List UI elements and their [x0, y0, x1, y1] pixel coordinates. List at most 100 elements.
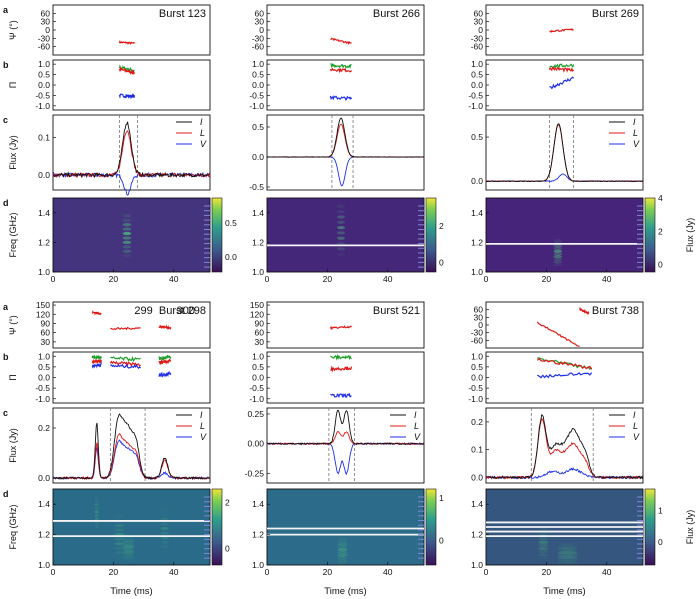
- freq-tick-label: 1.0: [471, 560, 483, 570]
- colorbar: [211, 197, 223, 273]
- pi-tick-label: -1.0: [249, 101, 264, 111]
- emission-1: [94, 510, 99, 514]
- pa-tick-label: -60: [471, 42, 484, 52]
- emission-1: [336, 215, 345, 219]
- pi-tick-label: 0.0: [471, 80, 483, 90]
- emission-3: [122, 542, 135, 546]
- pi-circular-line-2: [110, 363, 141, 370]
- colorbar-label: Flux (Jy): [685, 510, 695, 545]
- emission-1: [122, 254, 132, 258]
- panel-letter-b: b: [3, 352, 9, 362]
- emission-1: [94, 521, 99, 525]
- stokes-I-line: [52, 413, 211, 481]
- time-axis-label: Time (ms): [324, 586, 366, 597]
- pa-tick-label: 30: [255, 17, 265, 27]
- stokes-I-line: [485, 123, 644, 183]
- emission-2: [557, 558, 578, 562]
- emission-4: [160, 508, 169, 512]
- emission-2: [114, 555, 125, 560]
- freq-tick-label: 1.4: [471, 208, 483, 218]
- emission-4: [161, 550, 169, 553]
- flux-tick-label: 0.0: [252, 152, 264, 162]
- emission-1: [538, 540, 549, 544]
- time-tick-label: 20: [109, 274, 119, 284]
- freq-tick-label: 1.2: [471, 530, 483, 540]
- pa-axis-label: Ψ (°): [8, 20, 18, 40]
- panel-letter-c: c: [3, 115, 8, 125]
- pa-tick-label: -60: [471, 335, 484, 345]
- pi-tick-label: 0.0: [471, 373, 483, 383]
- emission-1: [122, 236, 132, 240]
- legend-label-I: I: [200, 410, 203, 420]
- pa-tick-label: 30: [474, 312, 484, 322]
- pi-tick-label: -1.0: [468, 394, 483, 404]
- flux-axis-label: Flux (Jy): [8, 135, 18, 170]
- pa-tick-label: 120: [250, 309, 264, 319]
- pi-tick-label: 0.5: [252, 362, 264, 372]
- emission-1: [337, 559, 348, 563]
- pa-segment-1: [330, 37, 352, 46]
- stokes-L-line: [266, 431, 425, 446]
- freq-tick-label: 1.4: [471, 499, 483, 509]
- emission-1: [538, 537, 549, 541]
- stokes-L-line: [266, 123, 425, 158]
- emission-1: [336, 252, 345, 256]
- freq-tick-label: 1.0: [252, 560, 264, 570]
- emission-1: [336, 231, 345, 235]
- time-axis-label: Time (ms): [110, 586, 152, 597]
- emission-1: [337, 550, 348, 555]
- time-tick-label: 0: [51, 567, 56, 577]
- pi-tick-label: 0.0: [38, 373, 50, 383]
- emission-3: [122, 547, 135, 552]
- freq-tick-label: 1.0: [471, 267, 483, 277]
- pa-tick-label: 60: [474, 8, 484, 18]
- emission-2: [114, 514, 125, 518]
- time-tick-label: 20: [323, 567, 333, 577]
- colorbar-tick-label: 0.5: [225, 218, 237, 228]
- burst-label-3: 300: [177, 305, 195, 317]
- emission-1: [337, 542, 348, 546]
- pi-tick-label: 0.5: [38, 70, 50, 80]
- time-tick-label: 0: [484, 567, 489, 577]
- emission-1: [122, 223, 132, 227]
- pa-axes: [52, 301, 211, 349]
- pi-linear-line-1: [91, 358, 102, 365]
- stokes-I-line: [485, 413, 644, 480]
- time-tick-label: 40: [383, 274, 393, 284]
- stokes-L-line: [52, 130, 211, 179]
- pa-segment-3: [158, 324, 172, 331]
- emission-1: [553, 247, 563, 251]
- pi-circular-line-1: [329, 95, 353, 102]
- emission-3: [122, 539, 135, 543]
- pi-axes: [485, 59, 644, 111]
- emission-2: [557, 553, 578, 557]
- stokes-I-line: [52, 121, 211, 179]
- flux-tick-label: 0.25: [247, 409, 264, 419]
- freq-axis-label: Freq (GHz): [8, 504, 18, 549]
- freq-tick-label: 1.4: [252, 208, 264, 218]
- emission-1: [553, 252, 563, 256]
- pi-tick-label: -0.5: [468, 383, 483, 393]
- time-tick-label: 0: [51, 274, 56, 284]
- emission-1: [336, 241, 345, 246]
- pa-tick-label: -60: [38, 42, 51, 52]
- panel-letter-b: b: [3, 60, 9, 70]
- emission-4: [160, 545, 169, 549]
- emission-3: [122, 556, 135, 560]
- emission-1: [538, 550, 549, 554]
- burst-title: Burst 298: [159, 305, 206, 317]
- colorbar-tick-label: 4: [658, 193, 663, 203]
- freq-tick-label: 1.4: [252, 499, 264, 509]
- emission-4: [160, 526, 169, 531]
- legend-label-V: V: [633, 139, 640, 149]
- pi-total-line-1: [330, 353, 352, 361]
- freq-tick-label: 1.0: [38, 560, 50, 570]
- emission-2: [557, 551, 578, 555]
- flux-tick-label: 0.2: [471, 417, 483, 427]
- legend-label-I: I: [633, 410, 636, 420]
- pa-segment-1: [118, 40, 136, 45]
- emission-1: [122, 245, 132, 249]
- pa-tick-label: 60: [41, 8, 51, 18]
